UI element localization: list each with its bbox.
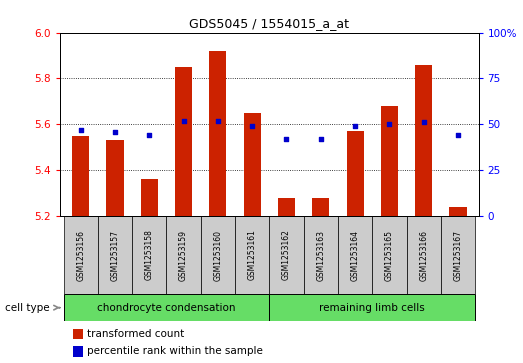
Text: GSM1253163: GSM1253163 <box>316 229 325 281</box>
Text: GSM1253166: GSM1253166 <box>419 229 428 281</box>
Bar <box>73 329 83 339</box>
Point <box>316 136 325 142</box>
Text: GSM1253159: GSM1253159 <box>179 229 188 281</box>
Bar <box>278 197 295 216</box>
Text: GSM1253160: GSM1253160 <box>213 229 222 281</box>
Bar <box>73 346 83 356</box>
Point <box>214 118 222 123</box>
Bar <box>347 131 363 216</box>
Point <box>76 127 85 133</box>
Bar <box>244 113 261 216</box>
Text: percentile rank within the sample: percentile rank within the sample <box>87 346 263 356</box>
Text: transformed count: transformed count <box>87 329 185 339</box>
Bar <box>415 65 432 216</box>
Text: chondrocyte condensation: chondrocyte condensation <box>97 303 236 313</box>
Text: GSM1253167: GSM1253167 <box>453 229 462 281</box>
Bar <box>406 216 441 294</box>
Point <box>145 132 153 138</box>
Text: remaining limb cells: remaining limb cells <box>320 303 425 313</box>
Point <box>385 121 394 127</box>
Title: GDS5045 / 1554015_a_at: GDS5045 / 1554015_a_at <box>189 17 349 30</box>
Point <box>282 136 291 142</box>
Bar <box>64 294 269 321</box>
Bar <box>449 207 467 216</box>
Bar <box>312 197 329 216</box>
Text: cell type: cell type <box>5 303 50 313</box>
Bar <box>64 216 98 294</box>
Bar <box>304 216 338 294</box>
Bar <box>269 294 475 321</box>
Bar <box>372 216 406 294</box>
Text: GSM1253156: GSM1253156 <box>76 229 85 281</box>
Bar <box>338 216 372 294</box>
Point <box>179 118 188 123</box>
Bar <box>201 216 235 294</box>
Bar <box>132 216 166 294</box>
Bar <box>107 140 123 216</box>
Text: GSM1253157: GSM1253157 <box>110 229 120 281</box>
Point <box>111 129 119 135</box>
Bar <box>141 179 158 216</box>
Bar <box>98 216 132 294</box>
Bar <box>175 67 192 216</box>
Text: GSM1253165: GSM1253165 <box>385 229 394 281</box>
Bar <box>209 51 226 216</box>
Text: GSM1253164: GSM1253164 <box>350 229 360 281</box>
Bar <box>441 216 475 294</box>
Bar <box>381 106 398 216</box>
Bar <box>72 136 89 216</box>
Bar <box>166 216 201 294</box>
Text: GSM1253161: GSM1253161 <box>248 229 257 281</box>
Point <box>454 132 462 138</box>
Text: GSM1253158: GSM1253158 <box>145 229 154 281</box>
Bar <box>235 216 269 294</box>
Point <box>351 123 359 129</box>
Bar <box>269 216 304 294</box>
Point <box>248 123 256 129</box>
Point <box>419 119 428 125</box>
Text: GSM1253162: GSM1253162 <box>282 229 291 281</box>
